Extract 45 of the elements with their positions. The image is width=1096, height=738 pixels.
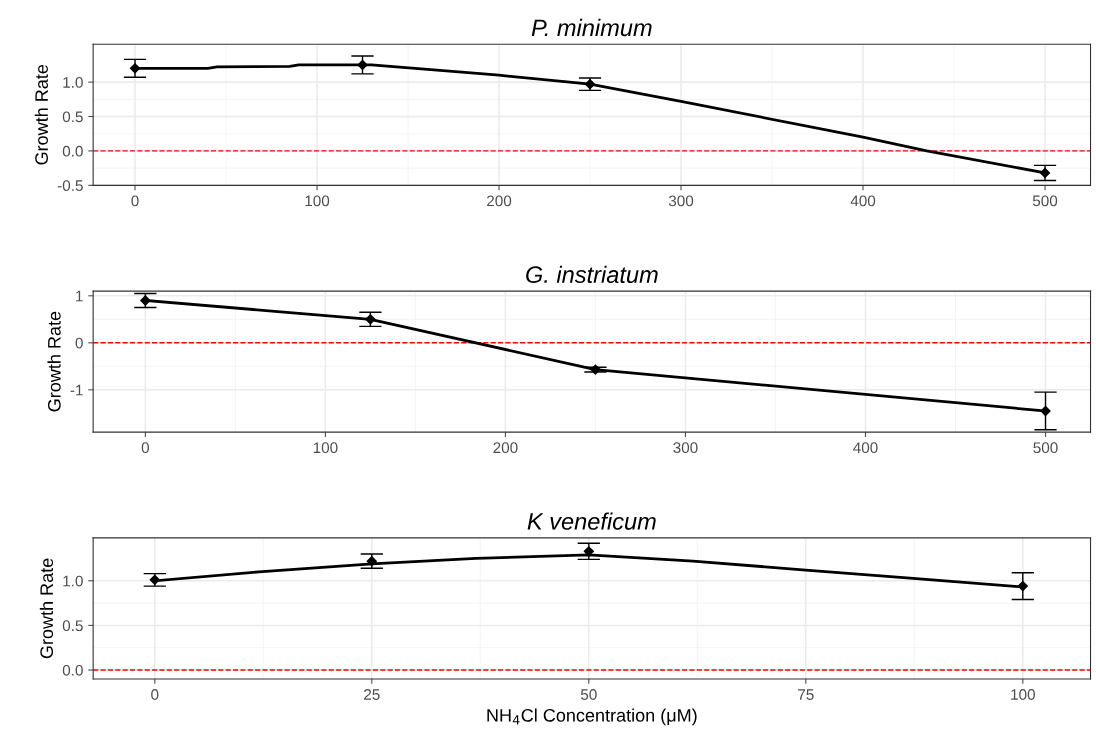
x-tick-label: 300 bbox=[668, 195, 694, 207]
y-tick-label: -1 bbox=[70, 384, 83, 396]
y-axis-title: Growth Rate bbox=[39, 558, 54, 659]
x-tick-label: 500 bbox=[1033, 442, 1058, 454]
point bbox=[365, 314, 376, 325]
point bbox=[357, 59, 368, 71]
point bbox=[140, 295, 151, 306]
point bbox=[1017, 581, 1028, 592]
x-tick-label: 400 bbox=[850, 195, 876, 207]
y-tick-label: 0.0 bbox=[62, 145, 83, 157]
y-axis-title: Growth Rate bbox=[34, 64, 48, 165]
point bbox=[583, 546, 594, 557]
chart-title: K veneficum bbox=[527, 512, 656, 530]
y-tick-label: 0 bbox=[75, 337, 83, 349]
x-tick-label: 25 bbox=[364, 689, 380, 700]
x-tick-label: 200 bbox=[487, 195, 512, 207]
y-tick-label: 0.5 bbox=[62, 620, 83, 632]
y-axis-title: Growth Rate bbox=[47, 311, 61, 412]
chart-title: P. minimum bbox=[531, 18, 652, 37]
x-tick-label: 500 bbox=[1032, 195, 1058, 207]
x-tick-label: 50 bbox=[580, 689, 597, 700]
y-tick-label: 0.5 bbox=[62, 111, 83, 123]
x-tick-label: 400 bbox=[853, 442, 878, 454]
point bbox=[584, 79, 596, 90]
y-tick-label: -0.5 bbox=[57, 180, 83, 192]
x-tick-label: 0 bbox=[151, 689, 159, 700]
x-tick-label: 100 bbox=[1011, 689, 1035, 700]
x-tick-label: 300 bbox=[673, 442, 698, 454]
y-tick-label: 0.0 bbox=[62, 664, 83, 676]
point bbox=[366, 556, 377, 567]
x-axis-title: NH$_{4}$Cl Concentration (μM) bbox=[487, 708, 697, 726]
point bbox=[590, 364, 601, 375]
x-tick-label: 100 bbox=[305, 195, 330, 207]
x-tick-label: 100 bbox=[313, 442, 338, 454]
x-tick-label: 0 bbox=[131, 195, 139, 207]
x-tick-label: 200 bbox=[493, 442, 518, 454]
point bbox=[129, 63, 141, 74]
y-tick-label: 1 bbox=[76, 290, 83, 302]
point bbox=[149, 574, 160, 585]
y-tick-label: 1.0 bbox=[63, 575, 83, 587]
x-tick-label: 0 bbox=[141, 442, 150, 454]
point bbox=[1039, 167, 1051, 179]
y-tick-label: 1.0 bbox=[63, 76, 83, 88]
chart-title: G. instriatum bbox=[526, 265, 658, 283]
x-tick-label: 75 bbox=[798, 689, 814, 700]
